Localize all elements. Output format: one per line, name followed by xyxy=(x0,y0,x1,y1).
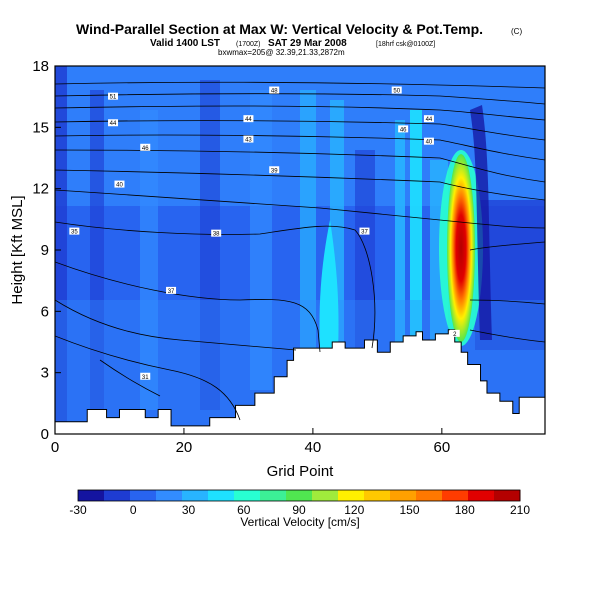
colorbar-swatch-4 xyxy=(182,490,209,501)
y-tick-label-6: 18 xyxy=(32,58,49,75)
theta-label-2: 50 xyxy=(393,89,400,95)
y-tick-label-5: 15 xyxy=(32,119,49,136)
theta-contours xyxy=(55,81,545,421)
y-axis-label: Height [Kft MSL] xyxy=(9,195,26,304)
colorbar-tick-6: 150 xyxy=(399,503,419,517)
colorbar-tick-1: 0 xyxy=(130,503,137,517)
x-tick-label-2: 40 xyxy=(305,439,322,456)
theta-label-bg-16 xyxy=(140,372,151,380)
theta-label-17: 2 xyxy=(453,332,457,338)
y-axis: 0 3 6 9 12 15 18 xyxy=(32,58,61,443)
colorbar-tick-0: -30 xyxy=(69,503,87,517)
colorbar-tick-2: 30 xyxy=(182,503,196,517)
theta-label-1: 48 xyxy=(271,89,278,95)
theta-label-8: 46 xyxy=(400,127,407,133)
theta-label-bg-12 xyxy=(69,227,80,235)
colorbar-label: Vertical Velocity [cm/s] xyxy=(240,515,359,529)
y-tick-label-3: 9 xyxy=(41,242,49,259)
colorbar-swatch-5 xyxy=(208,490,235,501)
theta-label-4: 44 xyxy=(245,117,252,123)
theta-label-15: 37 xyxy=(168,289,175,295)
colorbar-swatch-3 xyxy=(156,490,183,501)
valid-utc: (1700Z) xyxy=(236,41,261,48)
theta-label-bg-1 xyxy=(269,86,280,94)
colorbar-swatch-15 xyxy=(468,490,495,501)
x-tick-label-0: 0 xyxy=(51,439,59,456)
colorbar xyxy=(77,489,521,502)
colorbar-swatch-0 xyxy=(78,490,105,501)
theta-label-bg-15 xyxy=(166,286,177,294)
chart-title-mark: (C) xyxy=(511,27,522,36)
theta-label-9: 40 xyxy=(426,140,433,146)
theta-label-bg-6 xyxy=(140,143,151,151)
colorbar-swatch-2 xyxy=(130,490,157,501)
theta-label-7: 43 xyxy=(245,138,252,144)
x-axis: 0 20 40 60 xyxy=(51,428,450,456)
colorbar-swatch-14 xyxy=(442,490,469,501)
theta-label-bg-7 xyxy=(243,135,254,143)
y-tick-label-4: 12 xyxy=(32,181,49,198)
colorbar-frame xyxy=(77,489,521,502)
theta-label-10: 40 xyxy=(116,183,123,189)
colorbar-swatch-11 xyxy=(364,490,391,501)
terrain-mask xyxy=(55,329,545,434)
theta-label-bg-4 xyxy=(243,115,254,123)
theta-label-11: 39 xyxy=(271,168,278,174)
theta-label-bg-9 xyxy=(423,137,434,145)
theta-contour-labels: 51 48 50 44 44 44 46 43 46 40 40 39 35 38 37 37 31 2 xyxy=(69,86,460,381)
colorbar-swatch-10 xyxy=(338,490,365,501)
theta-label-bg-14 xyxy=(359,227,370,235)
x-axis-label: Grid Point xyxy=(267,463,335,480)
theta-label-bg-8 xyxy=(398,125,409,133)
x-tick-label-1: 20 xyxy=(176,439,193,456)
colorbar-swatch-9 xyxy=(312,490,339,501)
colorbar-swatch-8 xyxy=(286,490,313,501)
chart-title: Wind-Parallel Section at Max W: Vertical… xyxy=(76,21,483,37)
theta-label-0: 51 xyxy=(110,95,117,101)
valid-date: SAT 29 Mar 2008 xyxy=(268,38,347,49)
theta-label-bg-2 xyxy=(391,86,402,94)
colorbar-swatch-12 xyxy=(390,490,417,501)
colorbar-tick-3: 60 xyxy=(237,503,251,517)
y-tick-label-0: 0 xyxy=(41,426,49,443)
theta-label-14: 37 xyxy=(361,230,368,236)
theta-label-bg-17 xyxy=(449,329,460,337)
colorbar-tick-5: 120 xyxy=(344,503,364,517)
colorbar-ticks: -30 0 30 60 90 120 150 180 210 xyxy=(69,503,530,517)
theta-label-13: 38 xyxy=(213,232,220,238)
theta-label-bg-5 xyxy=(423,115,434,123)
theta-label-bg-0 xyxy=(108,92,119,100)
y-tick-label-1: 3 xyxy=(41,365,49,382)
colorbar-swatch-16 xyxy=(494,490,521,501)
theta-label-6: 46 xyxy=(142,146,149,152)
theta-label-bg-10 xyxy=(114,180,125,188)
valid-suffix: [18hrf csk@0100Z] xyxy=(376,41,435,48)
colorbar-swatch-1 xyxy=(104,490,131,501)
colorbar-tick-7: 180 xyxy=(455,503,475,517)
theta-label-bg-3 xyxy=(108,119,119,127)
colorbar-tick-8: 210 xyxy=(510,503,530,517)
subtitle-line: bxwmax=205@ 32.39,21.33,2872m xyxy=(218,48,345,57)
y-tick-label-2: 6 xyxy=(41,303,49,320)
theta-label-5: 44 xyxy=(426,117,433,123)
theta-label-12: 35 xyxy=(71,230,78,236)
colorbar-swatch-13 xyxy=(416,490,443,501)
theta-label-3: 44 xyxy=(110,121,117,127)
theta-label-bg-11 xyxy=(269,166,280,174)
colorbar-swatch-7 xyxy=(260,490,287,501)
valid-prefix: Valid 1400 LST xyxy=(150,38,220,49)
x-tick-label-3: 60 xyxy=(433,439,450,456)
colorbar-swatch-6 xyxy=(234,490,261,501)
colorbar-tick-4: 90 xyxy=(292,503,306,517)
theta-label-bg-13 xyxy=(211,229,222,237)
theta-label-16: 31 xyxy=(142,375,149,381)
